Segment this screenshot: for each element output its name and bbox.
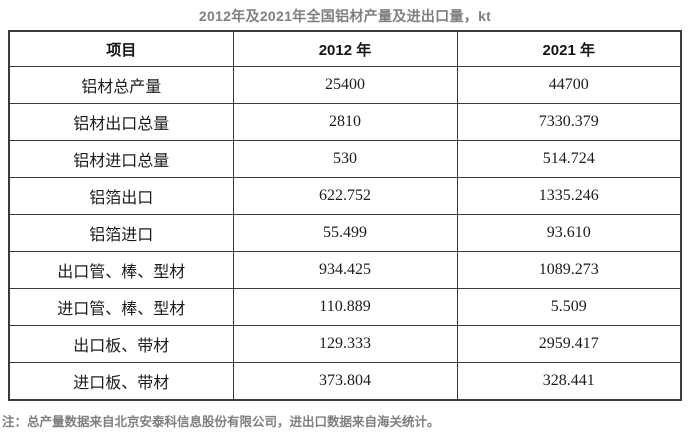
aluminum-production-table: 项目 2012 年 2021 年 铝材总产量 25400 44700 铝材出口总…	[8, 30, 682, 401]
table-row: 出口管、棒、型材 934.425 1089.273	[8, 251, 682, 289]
value-2021: 328.441	[456, 362, 682, 401]
row-label: 铝材进口总量	[8, 140, 234, 178]
value-2012: 129.333	[232, 325, 458, 363]
value-2012: 110.889	[232, 288, 458, 326]
value-2012: 530	[232, 140, 458, 178]
value-2021: 1089.273	[456, 251, 682, 289]
row-label: 进口板、带材	[8, 362, 234, 401]
value-2012: 622.752	[232, 177, 458, 215]
page-title: 2012年及2021年全国铝材产量及进出口量，kt	[198, 8, 492, 24]
value-2012: 25400	[232, 66, 458, 104]
value-2012: 55.499	[232, 214, 458, 252]
table-row: 铝材进口总量 530 514.724	[8, 140, 682, 178]
table-body: 铝材总产量 25400 44700 铝材出口总量 2810 7330.379 铝…	[8, 66, 682, 401]
row-label: 铝材出口总量	[8, 103, 234, 141]
column-header-2012: 2012 年	[232, 30, 458, 67]
column-header-item: 项目	[8, 30, 234, 67]
value-2021: 5.509	[456, 288, 682, 326]
value-2021: 2959.417	[456, 325, 682, 363]
table-row: 进口管、棒、型材 110.889 5.509	[8, 288, 682, 326]
row-label: 出口板、带材	[8, 325, 234, 363]
value-2021: 44700	[456, 66, 682, 104]
table-header: 项目 2012 年 2021 年	[8, 30, 682, 67]
value-2012: 373.804	[232, 362, 458, 401]
row-label: 铝箔出口	[8, 177, 234, 215]
value-2012: 934.425	[232, 251, 458, 289]
row-label: 铝箔进口	[8, 214, 234, 252]
table-row: 铝箔出口 622.752 1335.246	[8, 177, 682, 215]
table-row: 铝箔进口 55.499 93.610	[8, 214, 682, 252]
value-2012: 2810	[232, 103, 458, 141]
value-2021: 514.724	[456, 140, 682, 178]
row-label: 铝材总产量	[8, 66, 234, 104]
table-row: 进口板、带材 373.804 328.441	[8, 362, 682, 401]
row-label: 出口管、棒、型材	[8, 251, 234, 289]
value-2021: 93.610	[456, 214, 682, 252]
source-note: 注：总产量数据来自北京安泰科信息股份有限公司，进出口数据来自海关统计。	[2, 415, 440, 429]
value-2021: 1335.246	[456, 177, 682, 215]
table-row: 出口板、带材 129.333 2959.417	[8, 325, 682, 363]
table-row: 铝材出口总量 2810 7330.379	[8, 103, 682, 141]
row-label: 进口管、棒、型材	[8, 288, 234, 326]
header-row: 项目 2012 年 2021 年	[8, 30, 682, 67]
value-2021: 7330.379	[456, 103, 682, 141]
column-header-2021: 2021 年	[456, 30, 682, 67]
table-row: 铝材总产量 25400 44700	[8, 66, 682, 104]
